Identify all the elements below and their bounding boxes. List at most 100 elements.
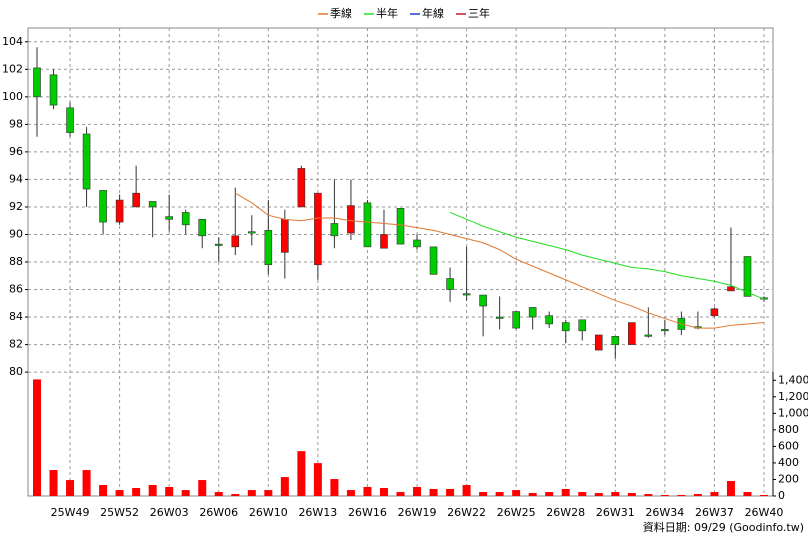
- candle-body: [446, 278, 454, 290]
- volume-bar: [644, 494, 653, 496]
- x-tick-label: 26W25: [497, 506, 536, 519]
- candle-body: [297, 168, 306, 208]
- candle-body: [165, 216, 173, 220]
- y-tick-label: 90: [9, 227, 23, 240]
- volume-bar: [429, 488, 438, 496]
- y2-tick-label: 1,400: [778, 373, 808, 386]
- x-tick-label: 26W40: [745, 506, 784, 519]
- y-tick-label: 102: [2, 62, 23, 75]
- volume-bar: [462, 485, 471, 496]
- candle-body: [743, 256, 752, 297]
- candle-body: [644, 334, 653, 337]
- y-tick-label: 88: [9, 255, 23, 268]
- candle-body: [578, 319, 587, 332]
- volume-bar: [33, 379, 41, 496]
- candle-body: [198, 219, 207, 237]
- volume-bar: [479, 492, 488, 496]
- volume-bar: [132, 487, 141, 496]
- candle-body: [66, 107, 74, 133]
- candle-body: [247, 231, 256, 234]
- volume-bar: [495, 492, 504, 496]
- candle-body: [628, 322, 636, 345]
- y2-tick-label: 1,200: [778, 390, 808, 403]
- candle-body: [545, 315, 554, 325]
- candle-body: [115, 199, 124, 223]
- x-tick-label: 25W52: [100, 506, 139, 519]
- volume-bar: [313, 463, 322, 496]
- y-tick-label: 84: [9, 310, 23, 323]
- volume-bar: [743, 492, 752, 496]
- volume-bar: [247, 490, 256, 496]
- candle-body: [132, 192, 140, 208]
- volume-bar: [627, 493, 636, 496]
- y-tick-label: 86: [9, 283, 23, 296]
- volume-bar: [148, 485, 157, 496]
- candle-body: [495, 316, 504, 319]
- volume-bar: [545, 492, 554, 496]
- volume-bar: [66, 480, 75, 496]
- y2-tick-label: 400: [778, 456, 799, 469]
- candle-body: [396, 208, 405, 245]
- volume-bar: [280, 477, 289, 496]
- candle-body: [429, 246, 438, 275]
- y2-tick-label: 600: [778, 439, 799, 452]
- y-tick-label: 94: [9, 172, 23, 185]
- x-tick-label: 25W49: [51, 506, 90, 519]
- y-tick-label: 104: [2, 35, 23, 48]
- volume-bar: [181, 490, 190, 496]
- volume-bar: [82, 470, 91, 496]
- volume-bar: [165, 486, 174, 496]
- volume-bar: [379, 487, 388, 496]
- candle-body: [330, 223, 339, 237]
- candle-body: [380, 234, 388, 249]
- volume-bar: [99, 485, 108, 496]
- y-tick-label: 98: [9, 117, 23, 130]
- volume-bar: [512, 490, 521, 496]
- volume-bar: [396, 492, 405, 496]
- volume-bar: [561, 488, 570, 496]
- candle-body: [82, 133, 91, 190]
- volume-bar: [578, 492, 587, 496]
- volume-bar: [330, 479, 339, 496]
- volume-bar: [726, 481, 735, 496]
- candle-body: [281, 219, 289, 253]
- candle-body: [99, 190, 107, 223]
- x-tick-label: 26W22: [447, 506, 486, 519]
- volume-bar: [346, 490, 355, 496]
- footer: 資料日期: 09/29 (Goodinfo.tw): [643, 520, 804, 534]
- volume-bar: [693, 494, 702, 496]
- volume-bar: [677, 495, 686, 496]
- x-tick-label: 26W13: [298, 506, 337, 519]
- volume-bar: [297, 451, 306, 496]
- volume-bar: [446, 488, 455, 496]
- candle-body: [479, 294, 487, 307]
- volume-bar: [363, 486, 372, 496]
- volume-bar: [710, 492, 719, 496]
- y2-tick-label: 200: [778, 472, 799, 485]
- volume-bar: [214, 492, 223, 496]
- x-tick-label: 26W03: [150, 506, 189, 519]
- candle-body: [214, 243, 223, 246]
- volume-bar: [198, 480, 207, 496]
- x-tick-label: 26W06: [199, 506, 238, 519]
- candle-body: [727, 286, 735, 292]
- candle-body: [33, 67, 41, 98]
- candle-body: [661, 329, 669, 332]
- candle-body: [594, 334, 603, 351]
- ma-line: [449, 211, 765, 300]
- x-tick-label: 26W19: [398, 506, 437, 519]
- volume-bar: [231, 494, 240, 496]
- legend-label: 半年: [376, 6, 398, 20]
- x-tick-label: 26W34: [645, 506, 684, 519]
- candle-body: [148, 201, 157, 208]
- volume-bar: [413, 486, 422, 496]
- volume-bar: [760, 495, 768, 496]
- volume-bar: [660, 495, 669, 496]
- candle-body: [314, 192, 322, 266]
- volume-bar: [264, 490, 273, 496]
- y-tick-label: 82: [9, 338, 23, 351]
- y-tick-label: 92: [9, 200, 23, 213]
- candle-body: [462, 293, 471, 296]
- candle-body: [512, 311, 520, 329]
